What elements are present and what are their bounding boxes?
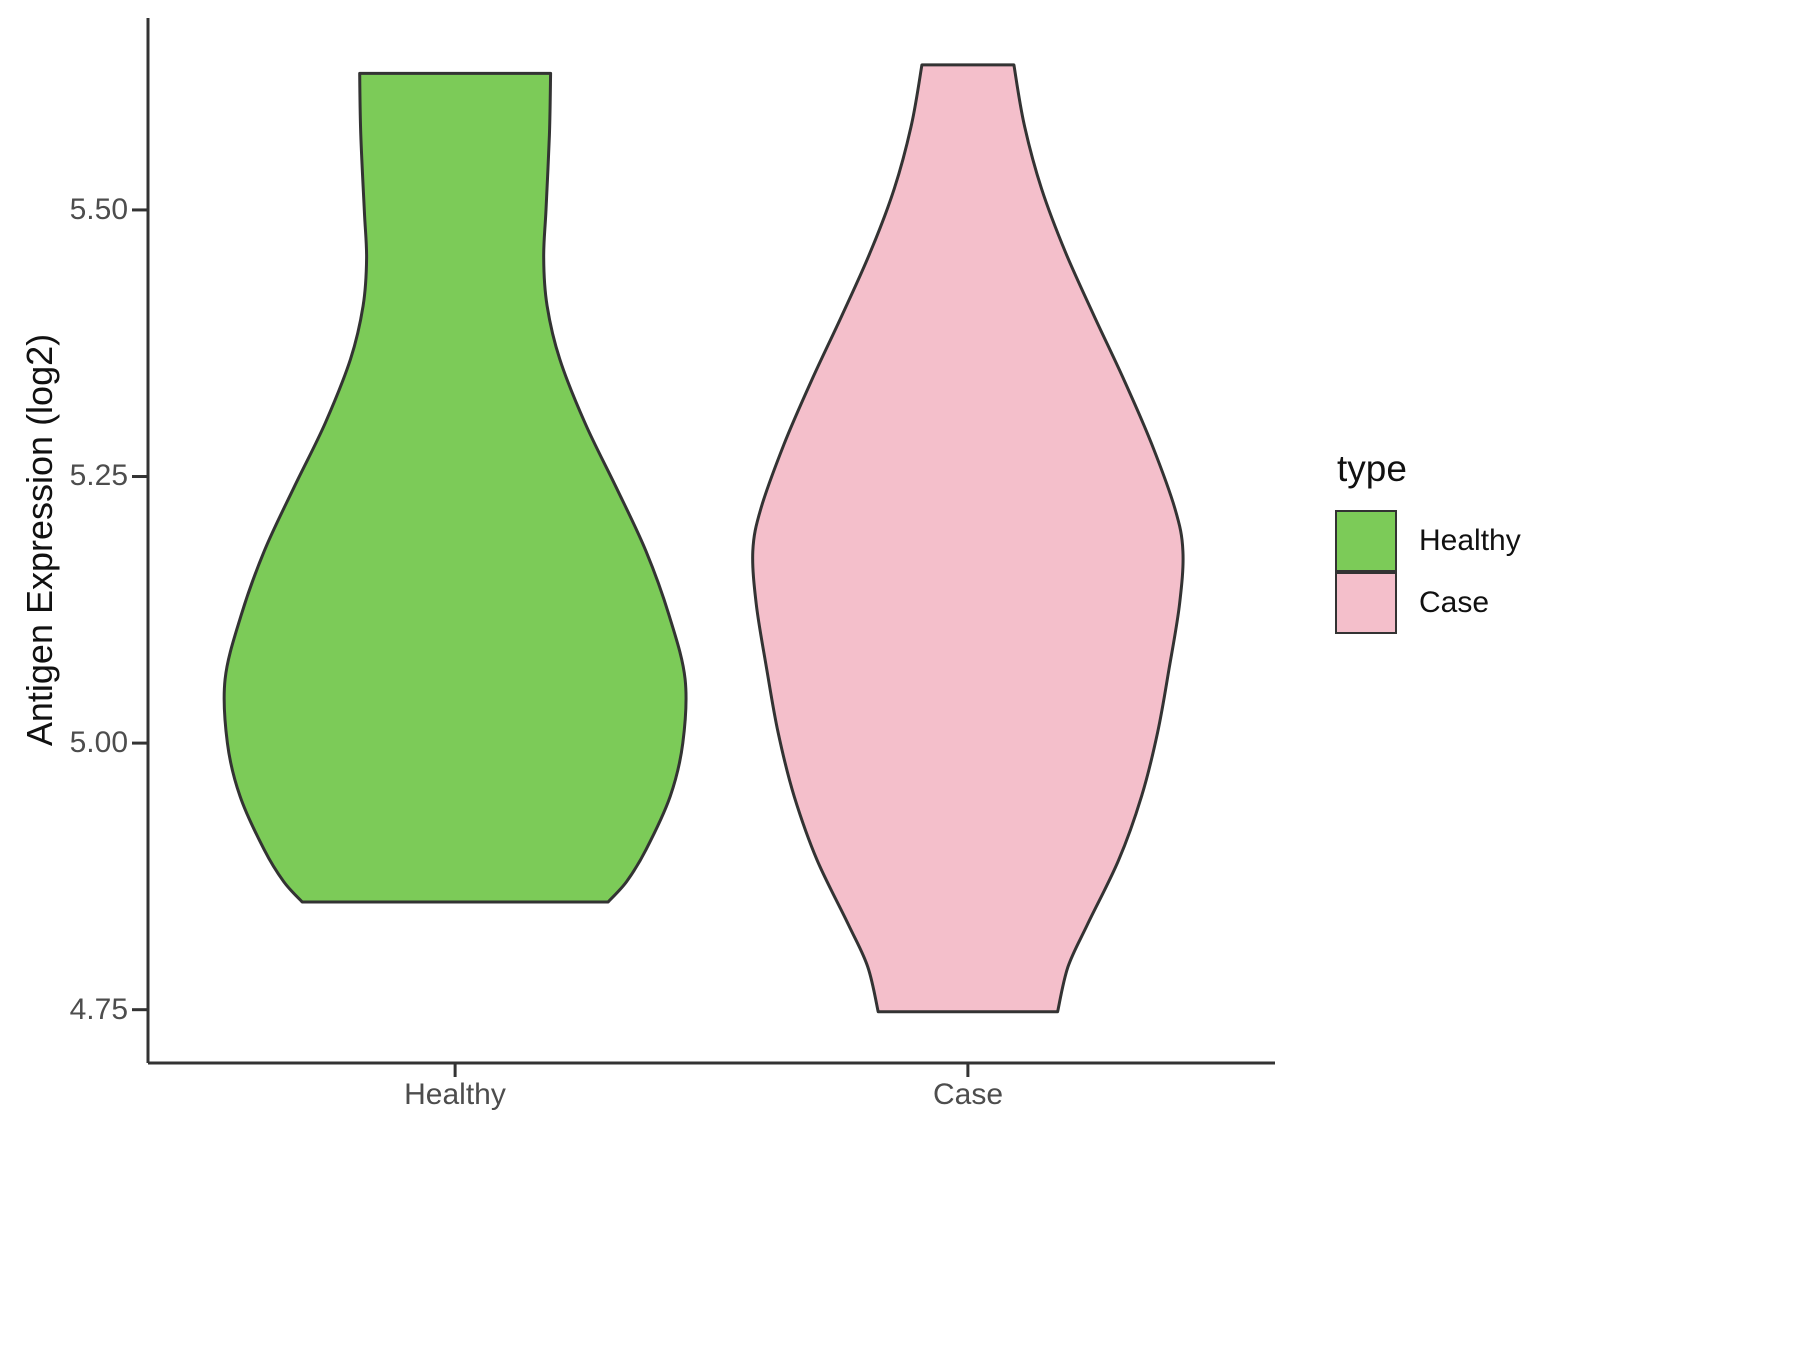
legend-label-case: Case — [1419, 586, 1490, 619]
y-axis-title: Antigen Expression (log2) — [19, 333, 60, 747]
y-tick-label-4.75: 4.75 — [69, 993, 128, 1026]
violin-case — [751, 63, 1185, 1014]
legend-title: type — [1337, 448, 1407, 489]
violin-healthy — [222, 71, 688, 904]
legend-entry-case: Case — [1335, 572, 1775, 634]
legend: type Healthy Case — [1335, 448, 1775, 634]
y-tick-label-5.50: 5.50 — [69, 193, 128, 226]
legend-entry-healthy: Healthy — [1335, 510, 1775, 572]
legend-swatch-case-icon — [1335, 572, 1397, 634]
x-tick-label-healthy: Healthy — [404, 1078, 506, 1111]
x-tick-label-case: Case — [932, 1078, 1004, 1111]
legend-swatch-healthy-icon — [1335, 510, 1397, 572]
y-tick-label-5.00: 5.00 — [69, 726, 128, 759]
legend-label-healthy: Healthy — [1419, 524, 1521, 557]
y-tick-label-5.25: 5.25 — [69, 459, 128, 492]
